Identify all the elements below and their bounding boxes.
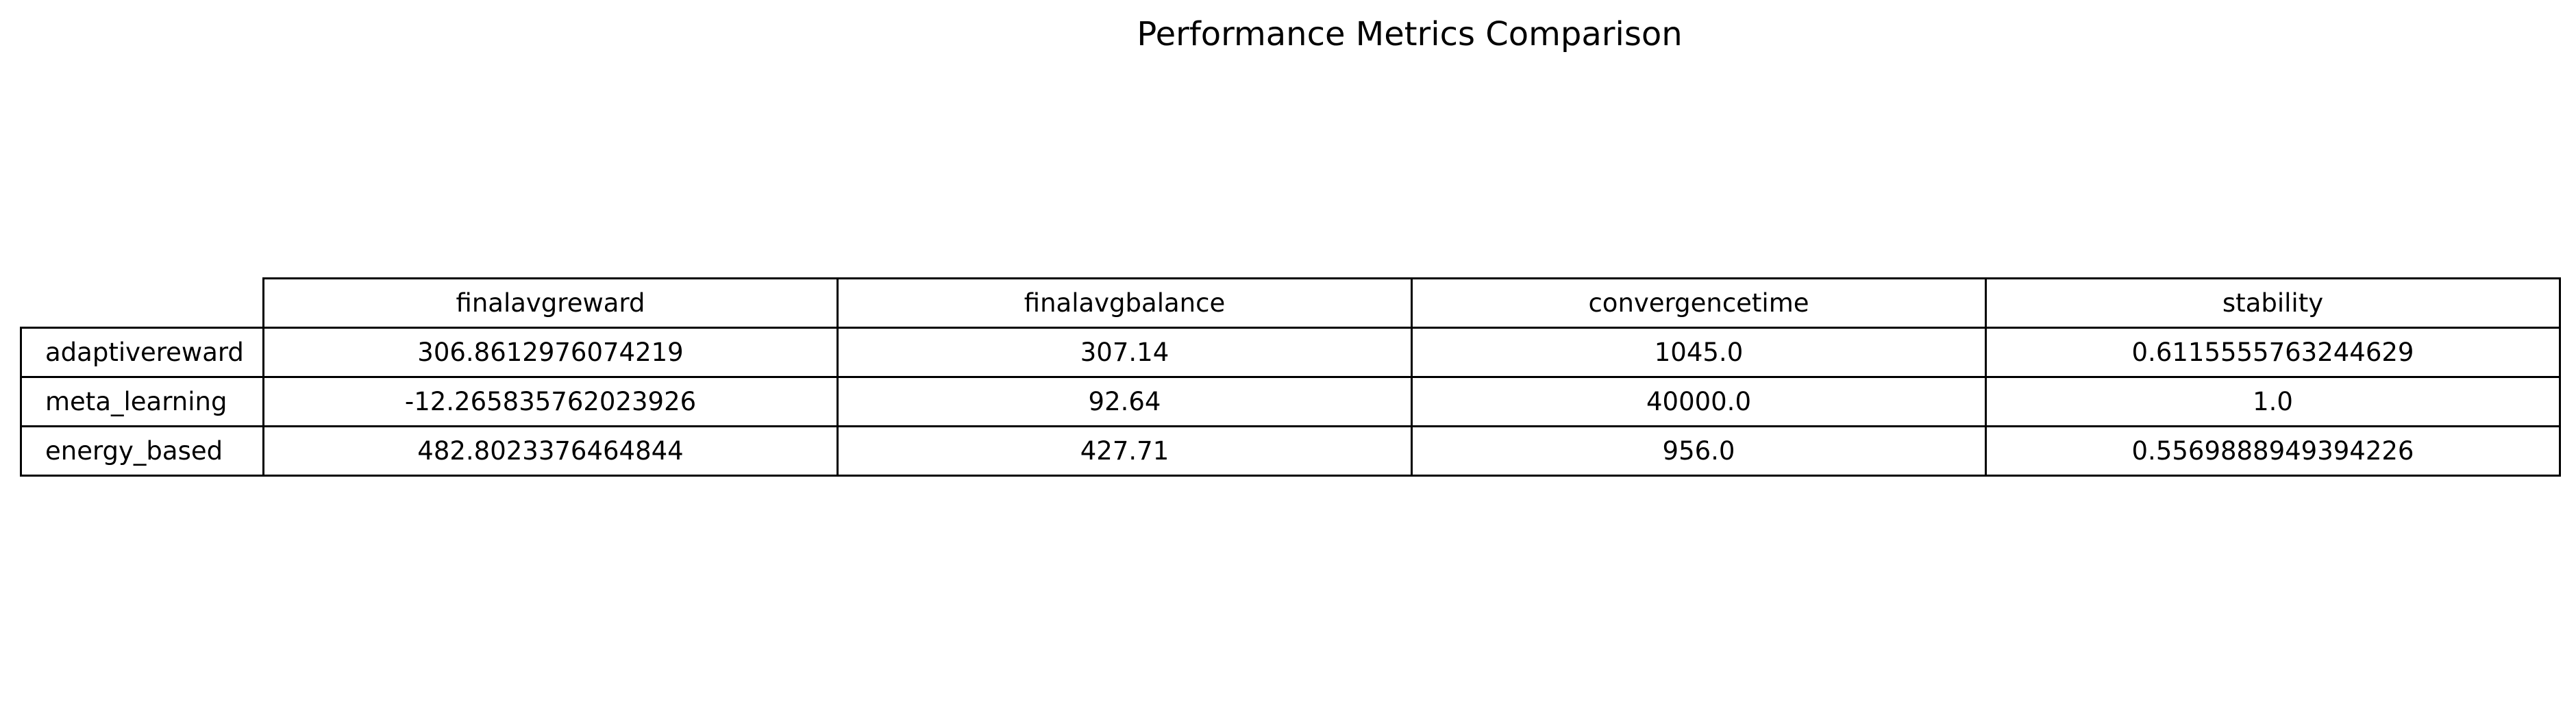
table-row: energy_based 482.8023376464844 427.71 95… [20,425,2561,477]
column-header: stability [1985,277,2561,329]
table-cell: 956.0 [1411,425,1987,477]
row-label: energy_based [20,425,264,477]
table-cell: 482.8023376464844 [262,425,839,477]
table-cell: -12.265835762023926 [262,376,839,427]
table-cell: 306.8612976074219 [262,327,839,378]
column-header: finalavgreward [262,277,839,329]
table-cell: 1045.0 [1411,327,1987,378]
chart-title: Performance Metrics Comparison [1137,15,1683,53]
table-cell: 40000.0 [1411,376,1987,427]
table-cell: 0.6115555763244629 [1985,327,2561,378]
column-header: convergencetime [1411,277,1987,329]
table-row: adaptivereward 306.8612976074219 307.14 … [20,327,2561,378]
row-label: adaptivereward [20,327,264,378]
corner-cell [21,278,264,329]
table-cell: 307.14 [837,327,1413,378]
table-cell: 92.64 [837,376,1413,427]
table-cell: 427.71 [837,425,1413,477]
column-header: finalavgbalance [837,277,1413,329]
row-label: meta_learning [20,376,264,427]
table-row: meta_learning -12.265835762023926 92.64 … [20,376,2561,427]
header-row: finalavgreward finalavgbalance convergen… [21,277,2561,329]
table-cell: 1.0 [1985,376,2561,427]
metrics-table: finalavgreward finalavgbalance convergen… [20,277,2561,477]
table-cell: 0.5569888949394226 [1985,425,2561,477]
